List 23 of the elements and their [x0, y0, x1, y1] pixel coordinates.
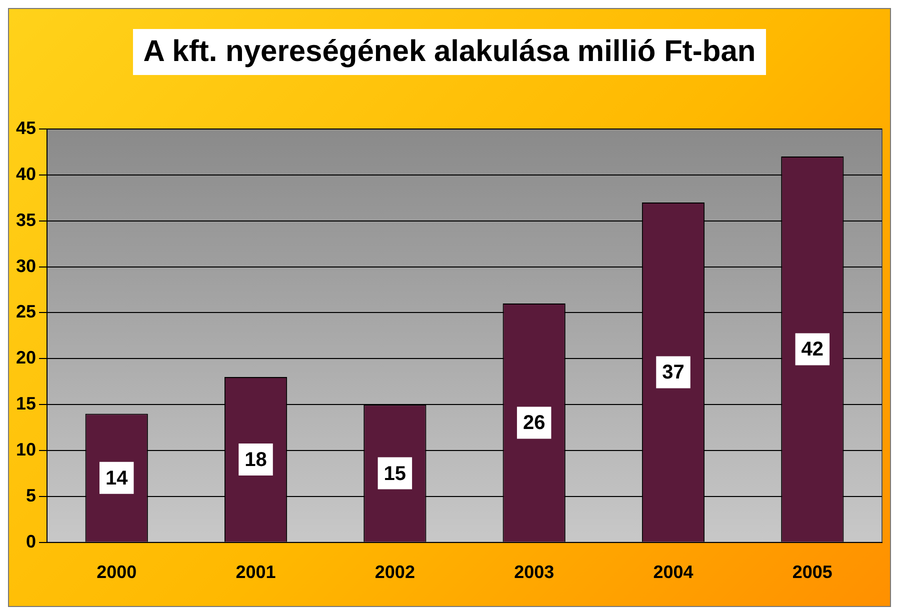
y-tick-label: 0 [26, 531, 36, 552]
y-tick-label: 25 [16, 302, 36, 322]
y-tick-label: 45 [16, 118, 36, 138]
y-tick-label: 30 [16, 256, 36, 276]
y-tick-label: 5 [26, 485, 36, 506]
x-tick-label: 2001 [236, 562, 276, 582]
y-tick-label: 15 [16, 394, 36, 414]
data-label: 37 [662, 362, 684, 384]
x-tick-label: 2002 [374, 562, 415, 582]
data-label: 26 [522, 412, 546, 434]
x-tick-label: 2003 [514, 562, 554, 582]
data-label: 15 [384, 462, 406, 485]
y-tick-label: 10 [16, 440, 36, 460]
x-tick-label: 2004 [653, 562, 694, 582]
x-tick-label: 2005 [792, 562, 832, 582]
data-label: 14 [105, 467, 129, 490]
y-tick-label: 40 [16, 164, 36, 184]
data-label: 18 [244, 448, 267, 471]
data-label: 42 [801, 338, 824, 361]
y-tick-label: 35 [16, 210, 36, 230]
y-tick-label: 20 [16, 348, 36, 368]
x-tick-label: 2000 [96, 562, 137, 582]
chart-title: A kft. nyereségének alakulása millió Ft-ban [133, 29, 766, 75]
